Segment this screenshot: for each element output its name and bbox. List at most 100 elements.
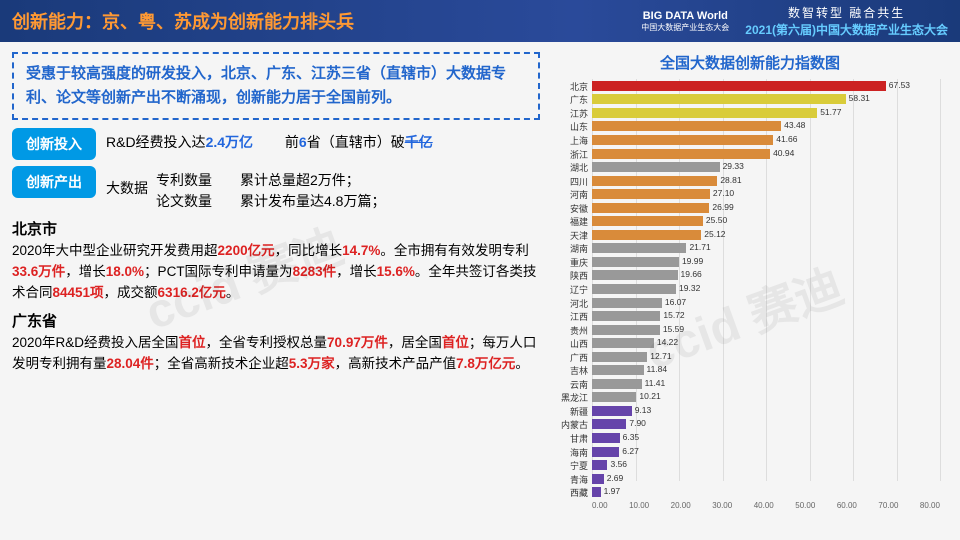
- bar-row: 河南27.10: [592, 187, 940, 201]
- bar: [592, 447, 619, 457]
- bar: [592, 149, 770, 159]
- bar: [592, 365, 644, 375]
- bar-row: 山东43.48: [592, 120, 940, 134]
- chart-column: 全国大数据创新能力指数图 北京67.53广东58.31江苏51.77山东43.4…: [552, 52, 948, 519]
- bar-label: 甘肃: [552, 432, 588, 445]
- bar-value: 21.71: [689, 242, 710, 252]
- bar: [592, 311, 660, 321]
- bar-label: 陕西: [552, 269, 588, 282]
- bar-label: 河南: [552, 188, 588, 201]
- header: 创新能力：京、粤、苏成为创新能力排头兵 BIG DATA World 中国大数据…: [0, 0, 960, 42]
- bar-row: 北京67.53: [592, 79, 940, 93]
- bar-row: 云南11.41: [592, 377, 940, 391]
- badge-input: 创新投入: [12, 128, 96, 160]
- header-logo: BIG DATA World 中国大数据产业生态大会: [641, 10, 729, 33]
- bar-label: 山西: [552, 337, 588, 350]
- bar-label: 吉林: [552, 364, 588, 377]
- bar-value: 11.41: [645, 378, 666, 388]
- bar: [592, 270, 678, 280]
- bar-row: 宁夏3.56: [592, 458, 940, 472]
- bar-label: 北京: [552, 80, 588, 93]
- bar-label: 江西: [552, 310, 588, 323]
- badge-input-text: R&D经费投入达2.4万亿 前6省（直辖市）破千亿: [106, 128, 433, 153]
- bar-row: 黑龙江10.21: [592, 391, 940, 405]
- bar: [592, 352, 647, 362]
- bar-row: 广东58.31: [592, 93, 940, 107]
- bar-label: 江苏: [552, 107, 588, 120]
- bar-label: 辽宁: [552, 283, 588, 296]
- bar: [592, 392, 636, 402]
- bar-row: 青海2.69: [592, 472, 940, 486]
- bar-row: 江苏51.77: [592, 106, 940, 120]
- bar-label: 湖北: [552, 161, 588, 174]
- bar-row: 吉林11.84: [592, 363, 940, 377]
- bar-value: 15.72: [663, 310, 684, 320]
- bar-row: 甘肃6.35: [592, 431, 940, 445]
- bar-value: 25.50: [706, 215, 727, 225]
- beijing-block: 北京市 2020年大中型企业研究开发费用超2200亿元，同比增长14.7%。全市…: [12, 218, 540, 304]
- bar-row: 江西15.72: [592, 309, 940, 323]
- bar-label: 云南: [552, 378, 588, 391]
- bar-label: 天津: [552, 229, 588, 242]
- bar-value: 11.84: [647, 364, 668, 374]
- bar-label: 重庆: [552, 256, 588, 269]
- bar-value: 1.97: [604, 486, 621, 496]
- bar-row: 河北16.07: [592, 296, 940, 310]
- bar: [592, 230, 701, 240]
- bar-value: 19.32: [679, 283, 700, 293]
- bar-row: 重庆19.99: [592, 255, 940, 269]
- bar: [592, 257, 679, 267]
- bar-value: 2.69: [607, 473, 624, 483]
- chart-title: 全国大数据创新能力指数图: [552, 52, 948, 73]
- bar-label: 安徽: [552, 202, 588, 215]
- bar-value: 6.27: [622, 446, 639, 456]
- x-axis: 0.0010.0020.0030.0040.0050.0060.0070.008…: [592, 501, 940, 510]
- bar-value: 6.35: [623, 432, 640, 442]
- beijing-body: 2020年大中型企业研究开发费用超2200亿元，同比增长14.7%。全市拥有有效…: [12, 241, 540, 304]
- bar-row: 陕西19.66: [592, 269, 940, 283]
- bar-value: 7.90: [629, 418, 646, 428]
- bar-label: 湖南: [552, 242, 588, 255]
- bar: [592, 94, 846, 104]
- bar: [592, 298, 662, 308]
- bar-value: 58.31: [849, 93, 870, 103]
- left-column: 受惠于较高强度的研发投入，北京、广东、江苏三省（直辖市）大数据专利、论文等创新产…: [12, 52, 540, 519]
- bar-label: 海南: [552, 446, 588, 459]
- summary-box: 受惠于较高强度的研发投入，北京、广东、江苏三省（直辖市）大数据专利、论文等创新产…: [12, 52, 540, 120]
- bar-value: 27.10: [713, 188, 734, 198]
- bar-row: 上海41.66: [592, 133, 940, 147]
- bar: [592, 216, 703, 226]
- bar: [592, 243, 686, 253]
- bar-label: 新疆: [552, 405, 588, 418]
- bar-value: 41.66: [776, 134, 797, 144]
- bar-label: 宁夏: [552, 459, 588, 472]
- bar-value: 12.71: [650, 351, 671, 361]
- bar-label: 青海: [552, 473, 588, 486]
- bar-label: 河北: [552, 297, 588, 310]
- bar-value: 19.99: [682, 256, 703, 266]
- innovation-input-row: 创新投入 R&D经费投入达2.4万亿 前6省（直辖市）破千亿: [12, 128, 540, 160]
- bar: [592, 162, 720, 172]
- bar: [592, 108, 817, 118]
- bar: [592, 474, 604, 484]
- bar-label: 西藏: [552, 486, 588, 499]
- badge-output-text: 大数据 专利数量累计总量超2万件； 论文数量累计发布量达4.8万篇；: [106, 166, 385, 212]
- badge-output: 创新产出: [12, 166, 96, 198]
- bar-row: 辽宁19.32: [592, 282, 940, 296]
- bar-row: 广西12.71: [592, 350, 940, 364]
- bar-value: 28.81: [720, 175, 741, 185]
- bar-label: 贵州: [552, 324, 588, 337]
- bar-value: 19.66: [681, 269, 702, 279]
- bar-value: 10.21: [639, 391, 660, 401]
- bar-row: 山西14.22: [592, 336, 940, 350]
- guangdong-body: 2020年R&D经费投入居全国首位，全省专利授权总量70.97万件，居全国首位；…: [12, 333, 540, 375]
- bar-value: 40.94: [773, 148, 794, 158]
- bar-chart: 北京67.53广东58.31江苏51.77山东43.48上海41.66浙江40.…: [552, 79, 948, 519]
- bar-row: 湖南21.71: [592, 242, 940, 256]
- bar: [592, 176, 717, 186]
- bar-value: 67.53: [889, 80, 910, 90]
- bar: [592, 379, 642, 389]
- bar: [592, 325, 660, 335]
- bar-label: 福建: [552, 215, 588, 228]
- bar-value: 43.48: [784, 120, 805, 130]
